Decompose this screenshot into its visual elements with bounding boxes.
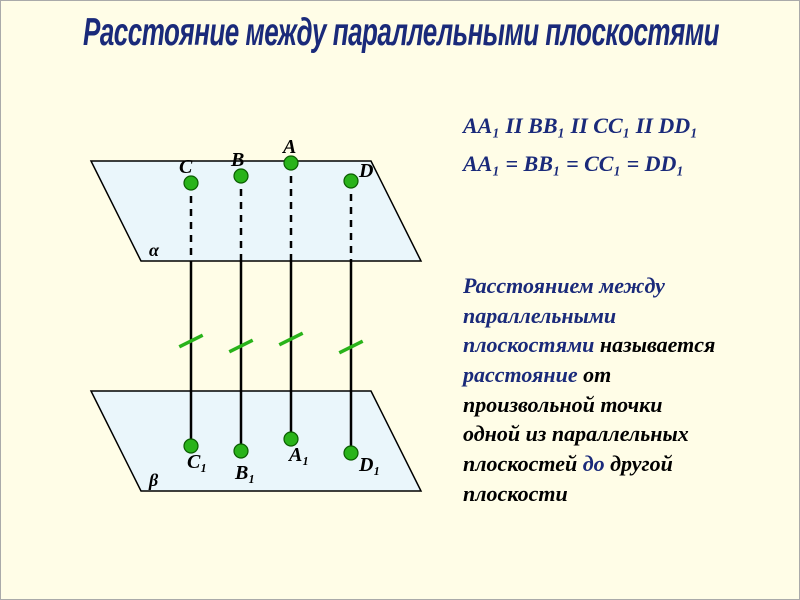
def-p11: другой xyxy=(610,451,673,476)
definition-text: Расстоянием между параллельными плоскост… xyxy=(463,271,715,509)
def-p10: до xyxy=(577,451,610,476)
def-p8: одной из параллельных xyxy=(463,421,689,446)
formula-parallel: AA₁ II BB₁ II CC₁ II DD₁ xyxy=(463,113,698,139)
page-title: Расстояние между параллельными плоскостя… xyxy=(1,9,800,56)
svg-text:D: D xyxy=(358,160,373,182)
svg-text:A₁: A₁ xyxy=(287,444,309,466)
svg-text:C₁: C₁ xyxy=(187,451,207,473)
svg-text:A: A xyxy=(281,136,296,158)
def-p1: Расстоянием между xyxy=(463,273,665,298)
def-p12: плоскости xyxy=(463,481,568,506)
svg-text:B: B xyxy=(230,149,244,171)
def-p2: параллельными xyxy=(463,303,616,328)
svg-text:C: C xyxy=(179,156,193,178)
svg-text:B₁: B₁ xyxy=(234,462,255,484)
def-p3: плоскостями xyxy=(463,332,594,357)
formula-equal: AA₁ = BB₁ = CC₁ = DD₁ xyxy=(463,151,684,177)
def-p4: называется xyxy=(594,332,715,357)
svg-text:β: β xyxy=(148,470,159,490)
def-p7: произвольной точки xyxy=(463,392,663,417)
svg-text:α: α xyxy=(149,240,160,260)
svg-text:D₁: D₁ xyxy=(358,454,380,476)
diagram: C₁ B₁ A₁ D₁ C B A Dα β xyxy=(41,101,441,546)
def-p6: от xyxy=(578,362,612,387)
def-p5: расстояние xyxy=(463,362,578,387)
def-p9: плоскостей xyxy=(463,451,577,476)
